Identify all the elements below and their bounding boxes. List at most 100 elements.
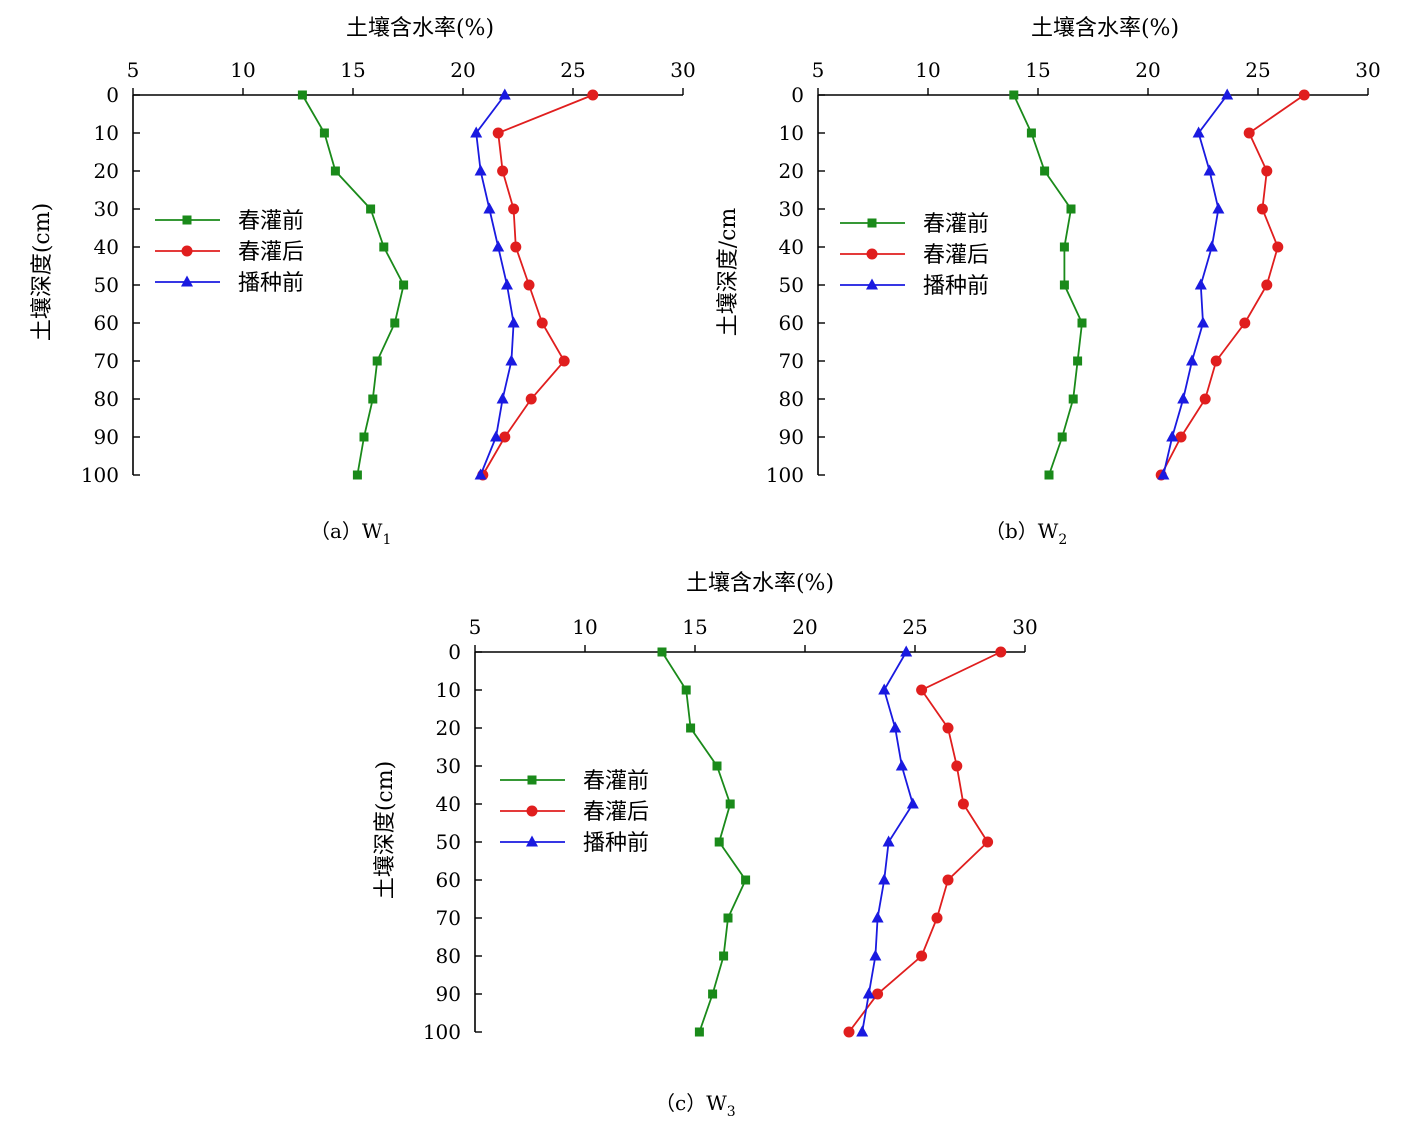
series-1 xyxy=(1155,89,1310,481)
y-tick-label: 20 xyxy=(94,159,119,183)
y-axis-title: 土壤深度(cm) xyxy=(30,203,55,341)
data-point xyxy=(906,797,919,809)
data-point xyxy=(372,356,382,366)
series-2 xyxy=(856,645,919,1037)
data-point xyxy=(982,836,994,848)
legend-label: 春灌后 xyxy=(923,243,989,268)
series-line xyxy=(1162,94,1228,476)
data-point xyxy=(499,431,511,443)
y-axis-title: 土壤深度/cm xyxy=(716,208,741,337)
data-point xyxy=(889,721,902,733)
y-tick-label: 100 xyxy=(423,1020,461,1044)
data-point xyxy=(1298,89,1310,101)
data-point xyxy=(496,392,509,404)
data-point xyxy=(872,988,884,1000)
chart-panel-c: 5 10 15 20 25 30 0 10 20 30 40 50 60 70 80 90 100 土壤含水率(%… xyxy=(373,571,1038,1120)
y-tick-label: 70 xyxy=(436,906,461,930)
data-point xyxy=(951,760,963,772)
data-point xyxy=(1040,166,1050,176)
series-line xyxy=(1160,94,1305,476)
y-tick-label: 50 xyxy=(94,273,119,297)
x-tick-label: 15 xyxy=(682,615,707,639)
data-point xyxy=(871,911,884,923)
data-point xyxy=(869,949,882,961)
panel-caption: （b）W2 xyxy=(985,519,1067,548)
data-point xyxy=(505,354,518,366)
data-point xyxy=(1203,164,1216,176)
data-point xyxy=(492,240,505,252)
y-tick-label: 80 xyxy=(436,944,461,968)
data-point xyxy=(1194,278,1207,290)
legend-marker xyxy=(526,805,538,817)
data-point xyxy=(510,241,522,253)
legend-marker xyxy=(527,775,537,785)
data-point xyxy=(714,837,724,847)
series-0 xyxy=(657,647,751,1037)
data-point xyxy=(1059,242,1069,252)
data-point xyxy=(1077,318,1087,328)
y-tick-label: 0 xyxy=(791,83,804,107)
legend-marker xyxy=(526,835,538,847)
legend-marker xyxy=(867,218,877,228)
data-point xyxy=(498,88,511,100)
caption-text: （b）W xyxy=(985,519,1059,543)
data-point xyxy=(1175,431,1187,443)
legend-label: 春灌后 xyxy=(238,240,304,265)
data-point xyxy=(856,1025,869,1037)
x-tick-label: 5 xyxy=(469,615,482,639)
y-tick-label: 0 xyxy=(448,640,461,664)
x-tick-label: 25 xyxy=(1245,58,1270,82)
data-point xyxy=(536,317,548,329)
series-0 xyxy=(1009,90,1087,480)
caption-subscript: 2 xyxy=(1058,532,1067,548)
x-tick-label: 20 xyxy=(1135,58,1160,82)
data-point xyxy=(470,126,483,138)
data-point xyxy=(878,683,891,695)
data-point xyxy=(900,645,913,657)
chart-panel-b: 5 10 15 20 25 30 0 10 20 30 40 50 60 70 80 90 100 土壤含水率(%… xyxy=(716,16,1381,548)
data-point xyxy=(483,202,496,214)
x-tick-label: 10 xyxy=(915,58,940,82)
data-point xyxy=(882,835,895,847)
y-tick-label: 100 xyxy=(81,463,119,487)
y-tick-label: 20 xyxy=(436,716,461,740)
y-tick-label: 20 xyxy=(779,159,804,183)
data-point xyxy=(942,874,954,886)
data-point xyxy=(878,873,891,885)
legend-marker xyxy=(866,248,878,260)
data-point xyxy=(1066,204,1076,214)
data-point xyxy=(741,875,751,885)
data-point xyxy=(719,951,729,961)
data-point xyxy=(490,430,502,442)
data-point xyxy=(916,684,928,696)
data-point xyxy=(916,950,928,962)
x-tick-label: 10 xyxy=(572,615,597,639)
y-tick-label: 60 xyxy=(436,868,461,892)
panel-caption: （c）W3 xyxy=(655,1091,736,1120)
data-point xyxy=(1199,393,1211,405)
y-tick-label: 30 xyxy=(436,754,461,778)
y-tick-label: 100 xyxy=(766,463,804,487)
data-point xyxy=(1009,90,1019,100)
data-point xyxy=(681,685,691,695)
legend-label: 春灌前 xyxy=(583,769,649,794)
x-tick-label: 5 xyxy=(812,58,825,82)
data-point xyxy=(587,89,599,101)
x-tick-label: 20 xyxy=(450,58,475,82)
data-point xyxy=(995,646,1007,658)
data-point xyxy=(1166,430,1179,442)
data-point xyxy=(390,318,400,328)
series-line xyxy=(301,94,405,476)
y-tick-label: 90 xyxy=(779,425,804,449)
data-point xyxy=(686,723,696,733)
data-point xyxy=(1057,432,1067,442)
caption-subscript: 3 xyxy=(727,1104,736,1120)
legend-label: 春灌前 xyxy=(238,209,304,234)
x-tick-label: 5 xyxy=(127,58,140,82)
data-point xyxy=(1186,354,1198,366)
data-point xyxy=(957,798,969,810)
series-2 xyxy=(470,88,520,480)
panel-caption: （a）W1 xyxy=(310,519,391,548)
